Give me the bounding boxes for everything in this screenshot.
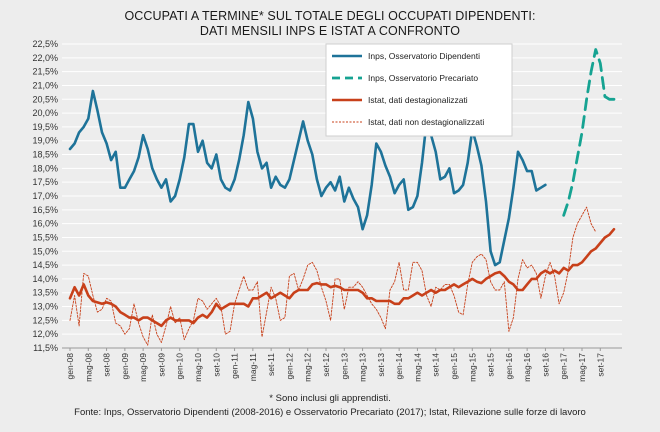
y-tick-label: 15,5% xyxy=(32,232,58,242)
x-tick-label: gen-08 xyxy=(65,353,75,380)
x-tick-label: set-13 xyxy=(376,353,386,377)
x-tick-label: gen-16 xyxy=(504,353,514,380)
y-tick-label: 20,5% xyxy=(32,94,58,104)
y-tick-label: 16,0% xyxy=(32,219,58,229)
y-tick-label: 22,0% xyxy=(32,53,58,63)
y-tick-label: 14,0% xyxy=(32,274,58,284)
x-tick-label: gen-09 xyxy=(120,353,130,380)
x-tick-label: set-10 xyxy=(211,353,221,377)
y-tick-label: 13,0% xyxy=(32,302,58,312)
x-tick-label: gen-17 xyxy=(559,353,569,380)
x-tick-label: mag-12 xyxy=(303,353,313,382)
y-tick-label: 17,0% xyxy=(32,191,58,201)
x-tick-label: mag-13 xyxy=(358,353,368,382)
y-tick-label: 18,5% xyxy=(32,150,58,160)
y-tick-label: 11,5% xyxy=(33,343,58,353)
x-tick-label: set-09 xyxy=(156,353,166,377)
legend-label: Istat, dati destagionalizzati xyxy=(368,95,468,105)
x-tick-label: set-17 xyxy=(595,353,605,377)
y-tick-label: 16,5% xyxy=(32,205,58,215)
x-tick-label: set-14 xyxy=(431,353,441,377)
x-tick-label: mag-10 xyxy=(193,353,203,382)
x-tick-label: mag-15 xyxy=(467,353,477,382)
x-tick-label: set-16 xyxy=(540,353,550,377)
x-tick-label: gen-10 xyxy=(175,353,185,380)
x-tick-label: gen-14 xyxy=(394,353,404,380)
series-lines xyxy=(68,48,616,346)
y-tick-label: 15,0% xyxy=(32,246,58,256)
y-tick-label: 18,0% xyxy=(32,163,58,173)
x-tick-label: mag-08 xyxy=(83,353,93,382)
footnote: * Sono inclusi gli apprendisti. xyxy=(269,393,391,404)
y-tick-label: 19,0% xyxy=(32,136,58,146)
series-line-1 xyxy=(562,48,616,217)
x-tick-label: gen-13 xyxy=(339,353,349,380)
x-tick-label: gen-12 xyxy=(284,353,294,380)
chart-title-line2: DATI MENSILI INPS E ISTAT A CONFRONTO xyxy=(199,24,461,38)
x-tick-label: gen-15 xyxy=(449,353,459,380)
legend: Inps, Osservatorio Dipendenti Inps, Osser… xyxy=(325,43,513,137)
legend-label: Inps, Osservatorio Dipendenti xyxy=(368,51,480,61)
x-axis: gen-08 mag-08 set-08 gen-09 mag-09 set-09 gen-… xyxy=(62,347,622,382)
legend-box xyxy=(325,43,513,137)
series-line-2 xyxy=(68,227,616,328)
y-tick-label: 22,5% xyxy=(32,39,58,49)
source-note: Fonte: Inps, Osservatorio Dipendenti (20… xyxy=(74,407,586,418)
series-line-3 xyxy=(69,206,597,346)
x-tick-label: set-12 xyxy=(321,353,331,377)
y-tick-label: 20,0% xyxy=(32,108,58,118)
series-line-0 xyxy=(68,89,547,267)
x-tick-label: mag-16 xyxy=(522,353,532,382)
y-tick-label: 12,5% xyxy=(32,315,58,325)
y-tick-label: 13,5% xyxy=(32,288,58,298)
x-tick-label: mag-09 xyxy=(138,353,148,382)
y-tick-label: 14,5% xyxy=(32,260,58,270)
y-tick-label: 21,0% xyxy=(32,80,58,90)
y-tick-label: 19,5% xyxy=(32,122,58,132)
x-tick-label: set-15 xyxy=(486,353,496,377)
legend-label: Istat, dati non destagionalizzati xyxy=(368,117,484,127)
y-tick-label: 17,5% xyxy=(32,177,58,187)
chart-title-line1: OCCUPATI A TERMINE* SUL TOTALE DEGLI OCC… xyxy=(124,9,536,23)
y-tick-label: 12,0% xyxy=(32,329,58,339)
y-axis: 22,5% 22,0% 21,5% 21,0% 20,5% 20,0% 19,5% 19,0%… xyxy=(32,39,58,353)
x-tick-label: set-08 xyxy=(102,353,112,377)
x-tick-label: set-11 xyxy=(266,353,276,376)
y-tick-label: 21,5% xyxy=(32,67,58,77)
x-tick-label: gen-11 xyxy=(230,353,240,379)
x-tick-label: mag-17 xyxy=(577,353,587,382)
x-tick-label: mag-11 xyxy=(248,353,258,381)
legend-label: Inps, Osservatorio Precariato xyxy=(368,73,478,83)
x-tick-label: mag-14 xyxy=(412,353,422,382)
